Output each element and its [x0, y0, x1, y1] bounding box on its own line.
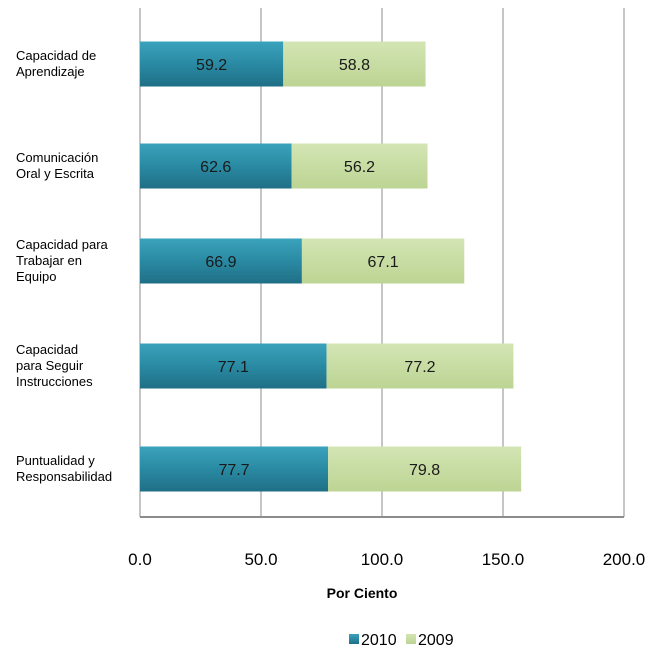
legend-label-2009: 2009 — [418, 632, 454, 649]
data-label-2009: 56.2 — [344, 159, 375, 176]
data-label-2009: 77.2 — [404, 359, 435, 376]
category-label: Capacidad de Aprendizaje — [16, 48, 96, 79]
category-label: Puntualidad y Responsabilidad — [16, 453, 112, 484]
category-labels: Capacidad de Aprendizaje Comunicación Oral … — [16, 48, 112, 484]
bar-2009 — [301, 238, 465, 284]
data-label-2010: 77.1 — [218, 359, 249, 376]
x-tick-label: 150.0 — [482, 550, 525, 569]
legend-swatch-2009 — [406, 634, 416, 644]
legend-swatch-2010 — [349, 634, 359, 644]
bar-2009 — [326, 343, 514, 389]
bar-2010 — [140, 446, 329, 492]
data-label-2010: 66.9 — [205, 254, 236, 271]
legend-label-2010: 2010 — [361, 632, 397, 649]
x-tick-label: 0.0 — [128, 550, 152, 569]
x-tick-label: 50.0 — [244, 550, 277, 569]
legend: 2010 2009 — [349, 632, 454, 649]
category-label: Capacidad para Trabajar en Equipo — [16, 237, 109, 284]
x-tick-label: 100.0 — [361, 550, 404, 569]
data-label-2010: 59.2 — [196, 57, 227, 74]
bar-2009 — [291, 143, 428, 189]
bar-2010 — [140, 238, 302, 284]
data-label-2010: 62.6 — [200, 159, 231, 176]
bar-2009 — [328, 446, 522, 492]
bar-2009 — [283, 41, 426, 87]
data-label-2009: 79.8 — [409, 462, 440, 479]
bars: 59.2 58.8 62.6 56.2 66.9 67.1 77.1 77.2 77.7 79.8 — [140, 41, 522, 492]
data-label-2010: 77.7 — [218, 462, 249, 479]
bar-2010 — [140, 343, 327, 389]
x-tick-labels: 0.0 50.0 100.0 150.0 200.0 — [128, 550, 645, 569]
category-label: Capacidad para Seguir Instrucciones — [16, 342, 93, 389]
bar-2010 — [140, 41, 284, 87]
data-label-2009: 67.1 — [368, 254, 399, 271]
data-label-2009: 58.8 — [339, 57, 370, 74]
x-axis-title: Por Ciento — [327, 585, 398, 601]
category-label: Comunicación Oral y Escrita — [16, 150, 98, 181]
x-tick-label: 200.0 — [603, 550, 646, 569]
bar-2010 — [140, 143, 292, 189]
